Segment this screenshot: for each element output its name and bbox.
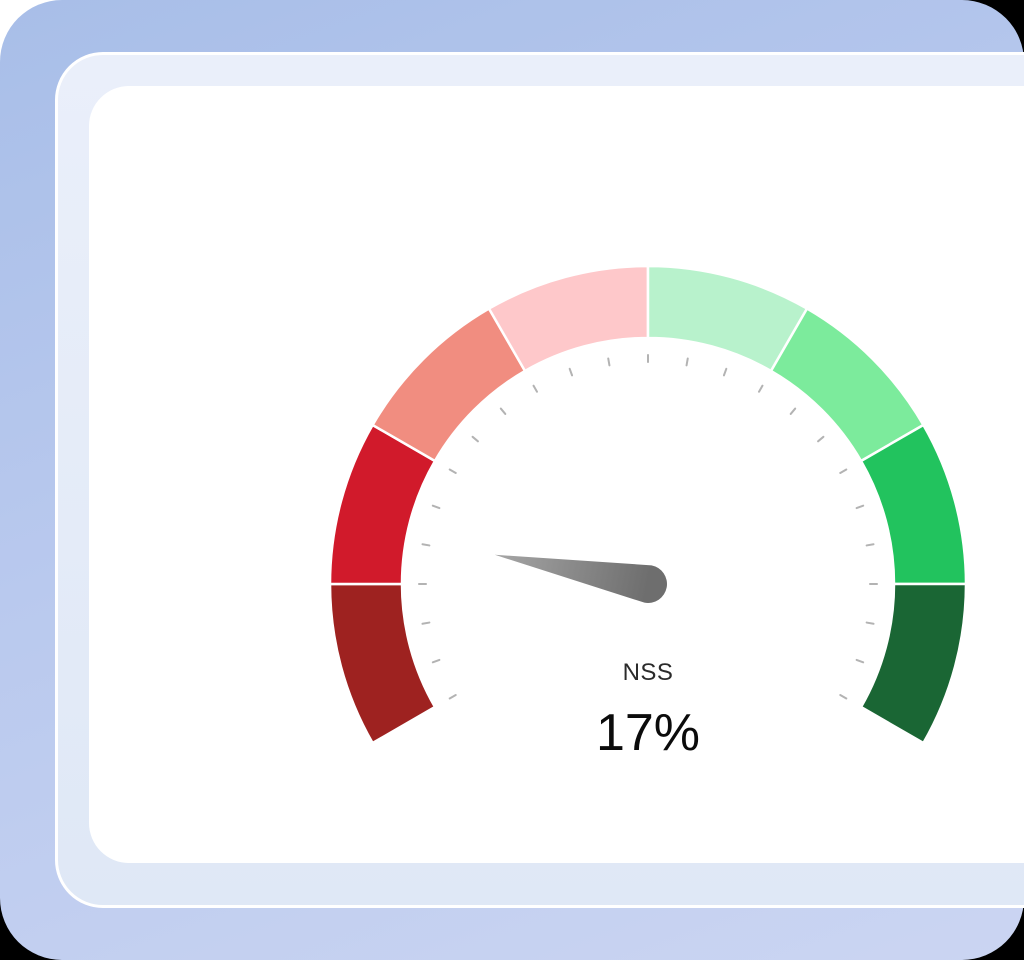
gauge-tick [421,543,431,547]
gauge-value-label: 17% [595,704,701,762]
gauge-segment-8-dark-green [859,582,968,745]
gauge-ticks [418,354,878,700]
gauge-tick [431,658,441,664]
gauge-tick [607,357,611,367]
gauge-tick [471,435,479,443]
gauge-needle [494,554,667,603]
gauge-tick [758,384,764,393]
gauge-tick [568,367,574,377]
gauge-tick [839,468,848,474]
gauge-tick [817,435,825,443]
gauge-tick [855,658,865,664]
gauge-tick [448,694,457,700]
gauge-tick [722,367,728,377]
gauge-tick [448,468,457,474]
gauge-tick [532,384,538,393]
gauge-tick [789,407,797,415]
gauge-tick [685,357,689,367]
gauge-tick [421,621,431,625]
gauge-tick [499,407,507,415]
gauge-title-label: NSS [622,659,674,686]
gauge-tick [865,621,875,625]
gauge-segments [328,264,968,745]
gauge-tick [839,694,848,700]
gauge-segment-1-dark-red [328,582,437,745]
gauge-tick [855,504,865,510]
gauge-tick [865,543,875,547]
gauge-tick [431,504,441,510]
